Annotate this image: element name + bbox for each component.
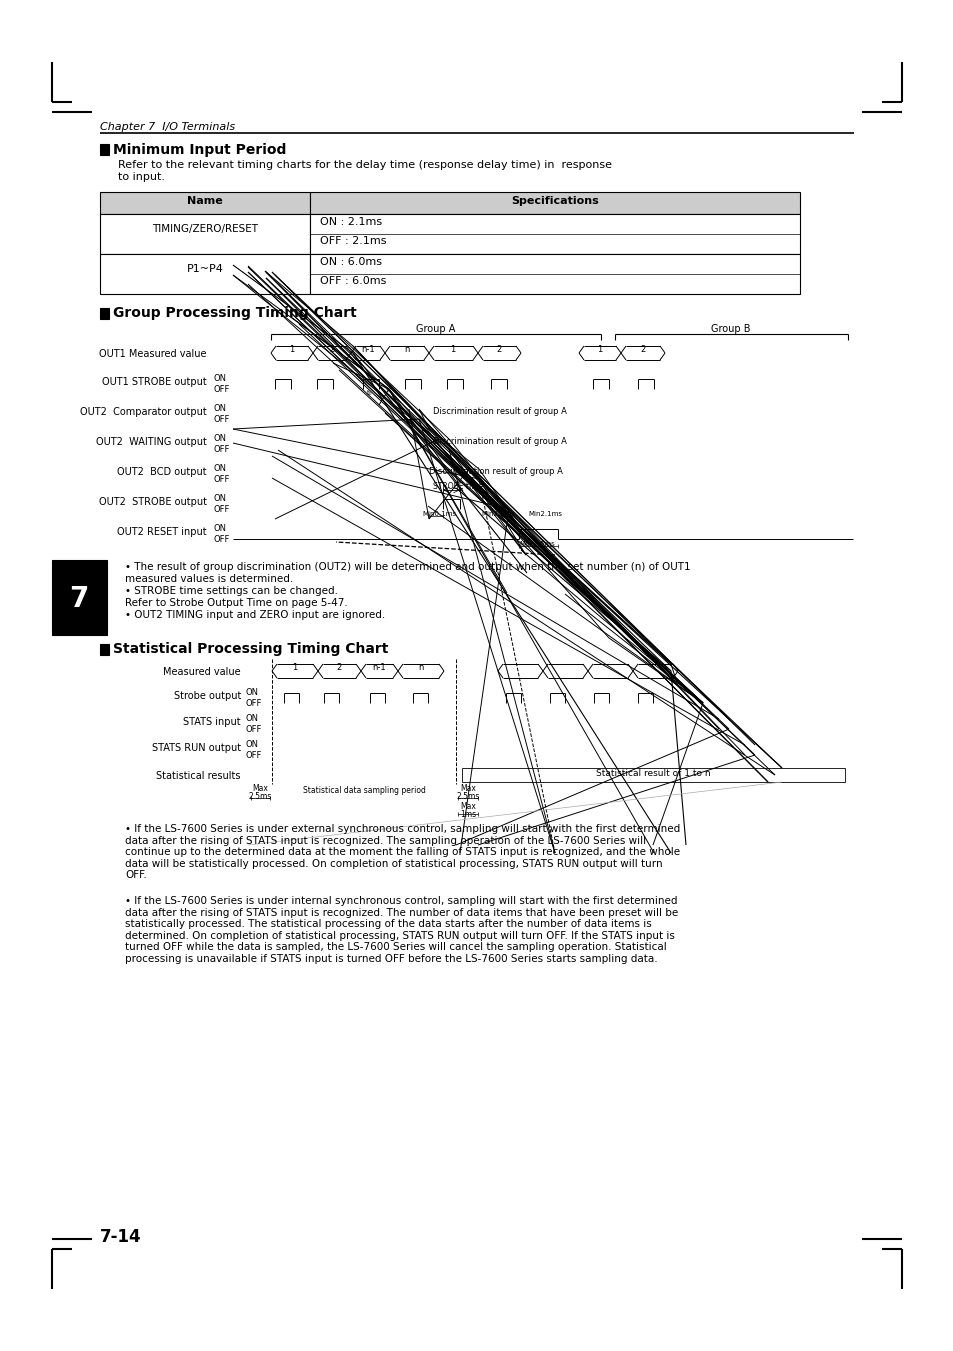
Text: Name: Name [187, 196, 223, 205]
Bar [100, 644, 109, 655]
Text: n: n [417, 663, 423, 671]
Text: t₀: t₀ [367, 390, 372, 396]
Text: OFF: OFF [246, 725, 262, 734]
Text: • STROBE time settings can be changed.
Refer to Strobe Output Time on page 5-47.: • STROBE time settings can be changed. R… [125, 586, 348, 608]
Text: Statistical Processing Timing Chart: Statistical Processing Timing Chart [112, 642, 388, 657]
Text: 2: 2 [496, 345, 501, 354]
Text: Minimum Input Period: Minimum Input Period [112, 143, 286, 157]
Text: Group Processing Timing Chart: Group Processing Timing Chart [112, 305, 356, 320]
Text: Discrimination result of group A: Discrimination result of group A [433, 407, 566, 416]
Bar [100, 213, 310, 254]
Text: OFF: OFF [213, 385, 230, 394]
Bar [310, 192, 800, 213]
Bar [100, 192, 310, 213]
Text: Discrimination result of group A: Discrimination result of group A [429, 467, 562, 476]
Text: OUT1 Measured value: OUT1 Measured value [99, 349, 207, 359]
Text: • If the LS-7600 Series is under external synchronous control, sampling will sta: • If the LS-7600 Series is under externa… [125, 824, 679, 881]
Text: OFF: OFF [246, 751, 262, 761]
Text: 2.5ms: 2.5ms [248, 792, 272, 801]
Text: Measured value: Measured value [163, 667, 241, 677]
Text: STROBE time: STROBE time [433, 482, 483, 490]
Text: ON: ON [213, 374, 227, 382]
Text: ON: ON [213, 524, 227, 534]
Bar [461, 767, 844, 782]
Text: Max: Max [459, 784, 476, 793]
Text: • If the LS-7600 Series is under internal synchronous control, sampling will sta: • If the LS-7600 Series is under interna… [125, 896, 678, 965]
Text: Statistical results: Statistical results [156, 771, 241, 781]
Text: OUT2  WAITING output: OUT2 WAITING output [96, 436, 207, 447]
Bar [100, 254, 310, 295]
Text: Min0.1ms: Min0.1ms [421, 511, 456, 517]
Text: Strobe output: Strobe output [173, 690, 241, 701]
Text: 2: 2 [329, 345, 335, 354]
Text: Statistical result of 1 to n: Statistical result of 1 to n [595, 769, 710, 778]
Text: P1~P4: P1~P4 [187, 263, 223, 274]
Text: ON: ON [213, 463, 227, 473]
Text: ON : 6.0ms: ON : 6.0ms [319, 257, 381, 267]
Text: OFF : 6.0ms: OFF : 6.0ms [319, 276, 386, 286]
Text: OFF: OFF [246, 698, 262, 708]
Text: 1: 1 [597, 345, 602, 354]
Text: 1ms: 1ms [459, 811, 476, 819]
Text: ON: ON [246, 688, 258, 697]
Text: ON: ON [246, 740, 258, 748]
Text: • OUT2 TIMING input and ZERO input are ignored.: • OUT2 TIMING input and ZERO input are i… [125, 611, 385, 620]
Text: Max: Max [459, 802, 476, 811]
Text: STATS RUN output: STATS RUN output [152, 743, 241, 753]
Text: OFF: OFF [213, 476, 230, 484]
Text: Max2.5ms: Max2.5ms [518, 540, 554, 547]
Text: ON : 2.1ms: ON : 2.1ms [319, 218, 382, 227]
Text: OUT2  BCD output: OUT2 BCD output [117, 467, 207, 477]
Text: 2.5ms: 2.5ms [456, 792, 479, 801]
Text: OUT1 STROBE output: OUT1 STROBE output [102, 377, 207, 386]
Text: ON: ON [213, 494, 227, 503]
Text: Min2.1ms: Min2.1ms [527, 511, 561, 517]
Text: • The result of group discrimination (OUT2) will be determined and output when t: • The result of group discrimination (OU… [125, 562, 690, 584]
Text: ON: ON [213, 434, 227, 443]
Text: STATS input: STATS input [183, 717, 241, 727]
Text: Chapter 7  I/O Terminals: Chapter 7 I/O Terminals [100, 122, 234, 132]
Text: n: n [404, 345, 409, 354]
Text: OFF: OFF [213, 535, 230, 544]
Text: Statistical data sampling period: Statistical data sampling period [302, 786, 425, 794]
Text: n-1: n-1 [361, 345, 375, 354]
Text: 1: 1 [292, 663, 297, 671]
Text: to input.: to input. [118, 172, 165, 182]
Bar [100, 308, 109, 319]
Text: OUT2  Comparator output: OUT2 Comparator output [80, 407, 207, 417]
Text: OFF : 2.1ms: OFF : 2.1ms [319, 236, 386, 246]
Text: 2: 2 [639, 345, 645, 354]
Text: 7-14: 7-14 [100, 1228, 141, 1246]
Text: ON: ON [246, 713, 258, 723]
Text: OFF: OFF [213, 505, 230, 513]
Text: 1: 1 [289, 345, 294, 354]
Text: Group A: Group A [416, 324, 456, 334]
Text: 2: 2 [336, 663, 341, 671]
Text: TIMING/ZERO/RESET: TIMING/ZERO/RESET [152, 224, 257, 234]
Text: Group B: Group B [711, 324, 750, 334]
Text: 1: 1 [450, 345, 456, 354]
Text: Min2.1ms: Min2.1ms [480, 511, 515, 517]
Text: OUT2  STROBE output: OUT2 STROBE output [99, 497, 207, 507]
Text: Max: Max [252, 784, 268, 793]
Text: Discrimination result of group A: Discrimination result of group A [433, 436, 566, 446]
Text: OUT2 RESET input: OUT2 RESET input [117, 527, 207, 536]
Text: n-1: n-1 [372, 663, 385, 671]
Bar [310, 213, 800, 254]
Text: Specifications: Specifications [511, 196, 598, 205]
Text: Refer to the relevant timing charts for the delay time (response delay time) in : Refer to the relevant timing charts for … [118, 159, 612, 170]
Bar [52, 561, 107, 635]
Text: OFF: OFF [213, 444, 230, 454]
Bar [310, 254, 800, 295]
Text: 7: 7 [70, 585, 89, 613]
Text: OFF: OFF [213, 415, 230, 424]
Text: ON: ON [213, 404, 227, 413]
Bar [100, 145, 109, 155]
